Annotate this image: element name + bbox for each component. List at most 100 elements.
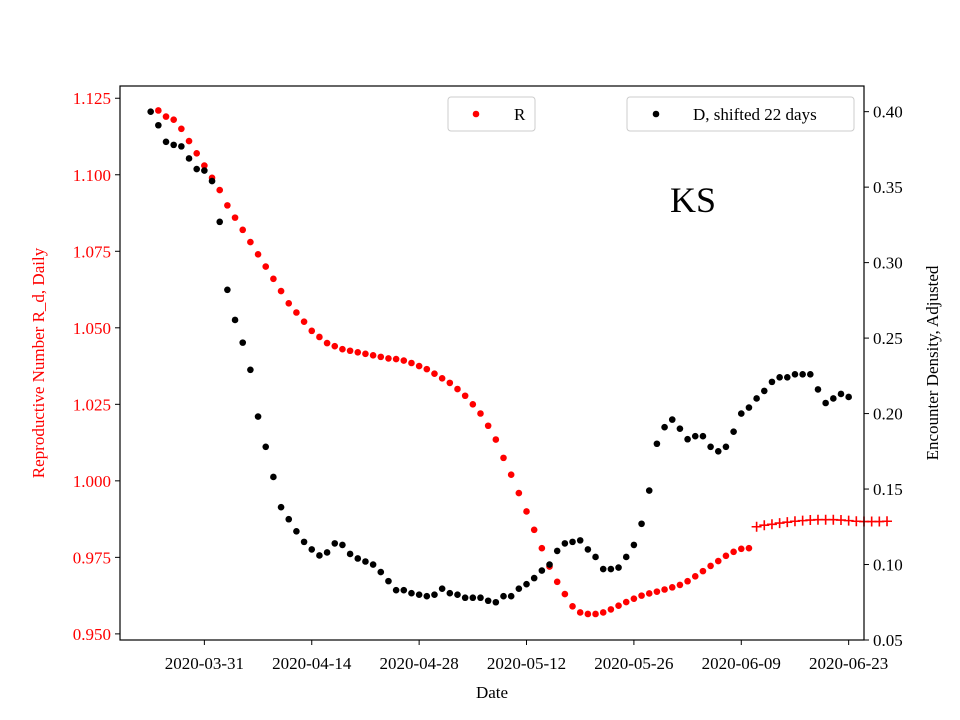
x-tick-label-5: 2020-06-09 [702, 654, 781, 673]
y-left-tick-label-5: 1.075 [73, 242, 111, 261]
legend-d-label: D, shifted 22 days [693, 105, 817, 124]
point-s2-58 [592, 553, 599, 561]
y-left-tick-label-7: 1.125 [73, 89, 111, 108]
point-s1-4 [782, 517, 793, 528]
point-s2-68 [668, 416, 676, 423]
point-s2-75 [722, 443, 730, 451]
point-s0-46 [507, 471, 515, 479]
point-s2-10 [224, 286, 231, 294]
point-s2-51 [538, 567, 546, 574]
y-right-tick-label-3: 0.20 [873, 405, 903, 424]
legend-r: R [447, 96, 536, 132]
point-s0-24 [339, 345, 346, 353]
point-s0-6 [201, 162, 208, 169]
point-s0-45 [500, 454, 507, 462]
point-s2-35 [415, 591, 423, 599]
point-s0-33 [408, 359, 415, 367]
point-s2-22 [316, 552, 323, 559]
point-s2-0 [147, 108, 154, 115]
point-s2-13 [247, 366, 254, 374]
point-s0-20 [308, 327, 316, 335]
point-s0-9 [224, 202, 231, 209]
point-s0-57 [592, 610, 599, 618]
point-s2-27 [354, 555, 362, 562]
point-s2-47 [507, 592, 515, 600]
point-s2-7 [201, 167, 208, 174]
point-s0-21 [316, 333, 323, 341]
point-s2-65 [645, 487, 653, 494]
point-s2-74 [714, 448, 722, 455]
point-s0-30 [385, 355, 392, 362]
point-s0-17 [285, 300, 293, 307]
series-2 [147, 108, 852, 606]
point-s0-38 [446, 379, 454, 387]
y-right-tick-label-1: 0.10 [873, 556, 903, 575]
point-s2-41 [461, 594, 469, 602]
point-s0-69 [684, 577, 691, 585]
point-s0-23 [331, 342, 339, 350]
point-s0-55 [576, 609, 584, 616]
point-s2-20 [300, 538, 308, 546]
point-s2-5 [185, 155, 193, 162]
point-s0-60 [615, 602, 622, 610]
point-s0-70 [691, 573, 699, 580]
point-s0-41 [469, 401, 477, 408]
legend-r-label: R [514, 105, 526, 124]
point-s0-61 [622, 598, 630, 606]
y-left-tick-label-6: 1.100 [73, 166, 111, 185]
point-s0-59 [607, 606, 615, 613]
point-s2-80 [760, 387, 768, 395]
point-s0-11 [239, 226, 247, 234]
point-s0-74 [722, 552, 730, 560]
x-tick-label-2: 2020-04-28 [379, 654, 458, 673]
point-s2-4 [178, 143, 185, 150]
point-s0-47 [515, 489, 523, 497]
state-annotation: KS [670, 180, 716, 220]
point-s0-54 [569, 603, 576, 610]
y-right-tick-label-4: 0.25 [873, 329, 903, 348]
point-s1-0 [751, 521, 762, 532]
point-s2-34 [408, 589, 415, 597]
point-s2-63 [630, 541, 638, 549]
point-s0-35 [423, 365, 431, 373]
point-s2-57 [584, 546, 592, 553]
point-s0-25 [346, 347, 354, 355]
point-s0-27 [362, 350, 369, 358]
point-s2-82 [776, 374, 783, 381]
point-s2-73 [707, 443, 714, 451]
legend-r-marker [472, 110, 480, 118]
x-tick-label-1: 2020-04-14 [272, 654, 352, 673]
point-s0-28 [369, 352, 377, 359]
point-s0-4 [185, 137, 193, 145]
point-s2-84 [791, 371, 799, 378]
point-s2-61 [615, 564, 622, 571]
point-s2-66 [653, 440, 661, 448]
legend-d-marker [652, 110, 660, 118]
point-s0-16 [277, 287, 285, 295]
point-s2-8 [208, 177, 216, 185]
point-s0-63 [638, 592, 645, 599]
point-s2-89 [830, 395, 837, 402]
point-s0-15 [270, 275, 277, 283]
point-s0-72 [707, 562, 714, 570]
y-left-tick-label-1: 0.975 [73, 548, 111, 567]
point-s0-62 [630, 595, 638, 602]
point-s0-2 [170, 116, 177, 123]
point-s0-58 [599, 609, 607, 616]
point-s2-79 [753, 395, 760, 402]
point-s0-66 [661, 586, 668, 593]
point-s2-55 [569, 538, 576, 546]
point-s2-64 [638, 520, 645, 528]
y-axis-right-label: Encounter Density, Adjusted [923, 265, 942, 460]
point-s0-26 [354, 348, 362, 356]
point-s2-33 [400, 586, 408, 594]
point-s0-13 [254, 251, 262, 258]
point-s2-24 [331, 540, 339, 547]
point-s0-42 [477, 410, 484, 417]
point-s0-65 [653, 588, 661, 595]
point-s0-5 [193, 150, 201, 157]
point-s0-56 [584, 610, 592, 618]
x-tick-label-6: 2020-06-23 [809, 654, 888, 673]
point-s2-69 [676, 425, 684, 432]
